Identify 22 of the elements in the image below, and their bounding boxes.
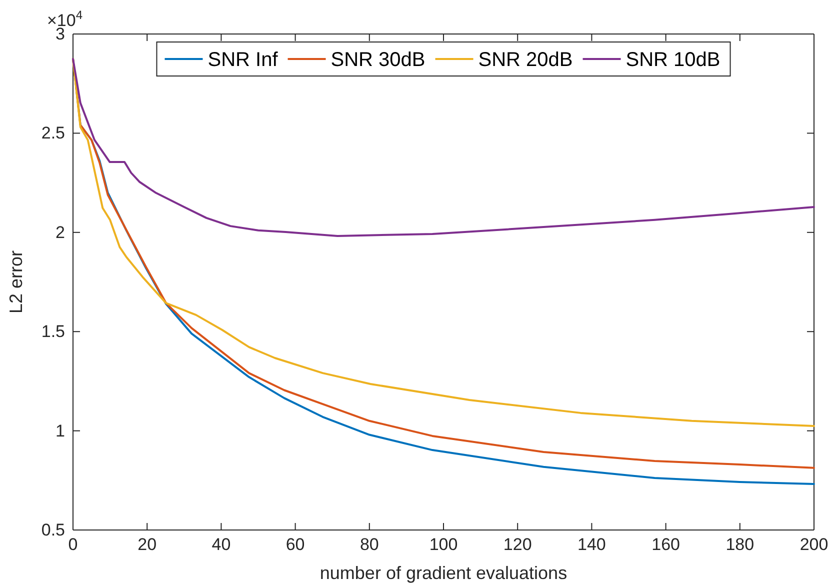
x-tick-label: 140 (578, 535, 606, 554)
y-tick-label: 0.5 (41, 520, 65, 540)
y-tick-label: 2.5 (41, 124, 65, 143)
x-axis-title: number of gradient evaluations (320, 563, 568, 583)
y-axis-title: L2 error (6, 250, 26, 314)
y-tick-label: 2 (56, 222, 65, 242)
y-tick-label: 1.5 (41, 322, 65, 342)
x-tick-label: 60 (286, 535, 305, 554)
legend-label: SNR 10dB (626, 49, 720, 71)
x-tick-label: 20 (138, 535, 157, 554)
x-tick-label: 0 (68, 535, 78, 554)
x-tick-label: 180 (726, 535, 754, 554)
x-tick-label: 100 (429, 535, 458, 554)
x-tick-label: 120 (503, 535, 532, 554)
x-tick-label: 80 (360, 535, 379, 554)
x-tick-label: 40 (212, 535, 231, 554)
x-tick-label: 160 (652, 535, 680, 554)
legend-label: SNR 20dB (478, 49, 573, 71)
legend-label: SNR Inf (208, 49, 278, 71)
x-tick-label: 200 (800, 535, 828, 554)
legend-label: SNR 30dB (330, 49, 426, 71)
y-tick-label: 1 (56, 421, 65, 440)
